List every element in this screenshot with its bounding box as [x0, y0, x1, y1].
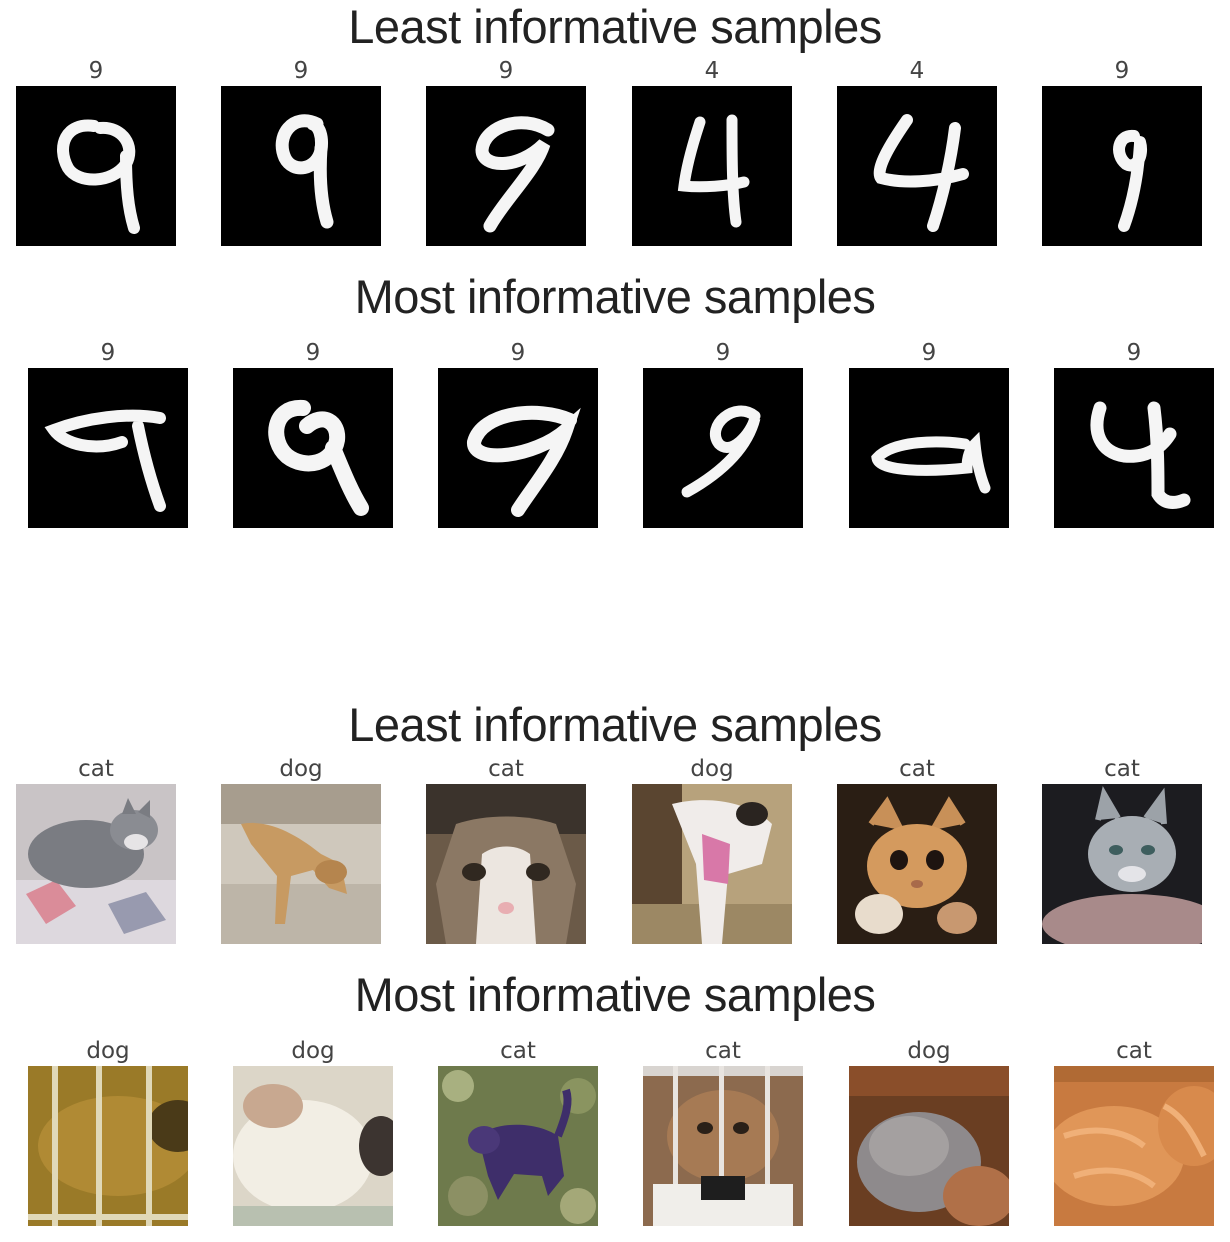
sample-label: dog	[907, 1038, 951, 1064]
cat-photo	[837, 784, 997, 944]
sample-label: dog	[279, 756, 323, 782]
digit-9-image	[438, 368, 598, 528]
sample-label: cat	[78, 756, 114, 782]
sample-label: 9	[88, 58, 104, 84]
sample-label: 9	[305, 340, 321, 366]
sample-label: cat	[488, 756, 524, 782]
sample-label: 9	[921, 340, 937, 366]
digit-9-image	[1054, 368, 1214, 528]
section-title: Least informative samples	[348, 0, 882, 53]
sample-label: cat	[1104, 756, 1140, 782]
sample-label: cat	[1116, 1038, 1152, 1064]
section-title: Most informative samples	[354, 270, 876, 323]
digit-4-image	[632, 86, 792, 246]
sample-label: 9	[715, 340, 731, 366]
cat-photo	[1042, 784, 1202, 944]
sample-label: 9	[100, 340, 116, 366]
cat-photo	[1054, 1066, 1214, 1226]
sample-label: 9	[1114, 58, 1130, 84]
sample-label: dog	[291, 1038, 335, 1064]
sample-label: 9	[498, 58, 514, 84]
section-title: Least informative samples	[348, 698, 882, 751]
cat-photo	[426, 784, 586, 944]
sample-label: cat	[705, 1038, 741, 1064]
digit-9-image	[28, 368, 188, 528]
sample-label: 9	[1126, 340, 1142, 366]
digit-9-image	[233, 368, 393, 528]
sample-label: cat	[500, 1038, 536, 1064]
digit-9-image	[221, 86, 381, 246]
sample-label: 9	[510, 340, 526, 366]
sample-label: 4	[909, 58, 925, 84]
digit-9-image	[1042, 86, 1202, 246]
sample-label: dog	[86, 1038, 130, 1064]
sample-label: cat	[899, 756, 935, 782]
section-title: Most informative samples	[354, 968, 876, 1021]
sample-label: 9	[293, 58, 309, 84]
sample-label: 4	[704, 58, 720, 84]
dog-photo	[632, 784, 792, 944]
dog-photo	[28, 1066, 188, 1226]
digit-9-image	[849, 368, 1009, 528]
cat-photo	[438, 1066, 598, 1226]
dog-photo	[221, 784, 381, 944]
digit-9-image	[426, 86, 586, 246]
dog-photo	[233, 1066, 393, 1226]
digit-9-image	[16, 86, 176, 246]
digit-4-image	[837, 86, 997, 246]
cat-photo	[16, 784, 176, 944]
digit-9-image	[643, 368, 803, 528]
dog-photo	[849, 1066, 1009, 1226]
sample-label: dog	[690, 756, 734, 782]
cat-photo	[643, 1066, 803, 1226]
